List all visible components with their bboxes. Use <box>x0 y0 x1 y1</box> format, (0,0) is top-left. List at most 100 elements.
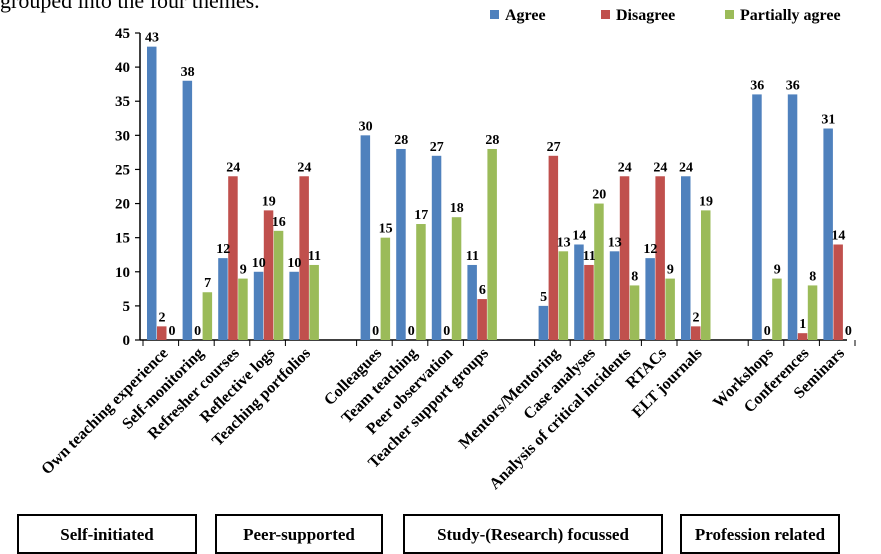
data-label: 5 <box>540 290 547 305</box>
data-label: 28 <box>394 133 408 148</box>
legend-label: Agree <box>505 7 546 24</box>
data-label: 24 <box>679 160 693 175</box>
group-box-peer-supported: Peer-supported <box>215 514 383 554</box>
data-label: 10 <box>287 256 301 271</box>
data-label: 10 <box>252 256 266 271</box>
bar-agree <box>538 305 549 340</box>
y-tick-label: 40 <box>115 60 130 76</box>
y-tick-label: 25 <box>115 162 130 178</box>
data-label: 14 <box>572 228 586 243</box>
data-label: 0 <box>764 324 771 339</box>
data-label: 31 <box>821 113 835 128</box>
data-label: 18 <box>450 201 464 216</box>
bar-disagree <box>263 210 274 340</box>
data-label: 11 <box>466 249 479 264</box>
bar-agree <box>823 128 833 340</box>
y-tick-label: 30 <box>115 128 130 144</box>
bar-disagree <box>299 176 309 340</box>
data-label: 9 <box>667 263 674 278</box>
data-label: 9 <box>774 263 781 278</box>
y-tick-label: 15 <box>115 231 130 247</box>
data-label: 24 <box>618 160 632 175</box>
y-tick-label: 20 <box>115 197 130 213</box>
bar-agree <box>467 264 477 340</box>
data-label: 24 <box>653 160 667 175</box>
data-label: 0 <box>845 324 852 339</box>
bar-partially-agree <box>273 230 284 340</box>
data-label: 7 <box>204 276 211 291</box>
bar-partially-agree <box>451 217 462 340</box>
data-label: 2 <box>159 310 166 325</box>
bar-partially-agree <box>558 251 569 340</box>
data-label: 19 <box>699 194 713 209</box>
data-label: 43 <box>145 31 159 46</box>
bar-agree <box>609 251 620 340</box>
bar-disagree <box>833 244 843 340</box>
bar-disagree <box>584 264 594 340</box>
bar-agree <box>289 271 299 340</box>
data-label: 0 <box>408 324 415 339</box>
data-label: 27 <box>430 140 444 155</box>
bar-agree <box>752 94 762 341</box>
bar-agree <box>681 176 691 340</box>
data-label: 36 <box>750 78 764 93</box>
group-box-study-research-focussed: Study-(Research) focussed <box>403 514 663 554</box>
data-label: 24 <box>226 160 240 175</box>
bar-disagree <box>548 155 559 340</box>
data-label: 8 <box>631 269 638 284</box>
data-label: 14 <box>831 228 845 243</box>
bar-disagree <box>228 176 238 340</box>
y-tick-label: 5 <box>123 299 131 315</box>
data-label: 12 <box>216 242 230 257</box>
category-label: Analysis of critical incidents <box>486 345 634 493</box>
bar-partially-agree <box>238 278 248 340</box>
bar-disagree <box>619 176 630 340</box>
legend-label: Partially agree <box>740 7 841 24</box>
legend-swatch <box>490 10 499 19</box>
bar-agree <box>787 94 798 341</box>
data-label: 27 <box>547 140 561 155</box>
bar-agree <box>360 135 371 340</box>
category-labels: Own teaching experienceSelf-monitoringRe… <box>38 345 848 493</box>
bar-partially-agree <box>665 278 675 340</box>
data-label: 16 <box>272 215 286 230</box>
y-tick-label: 0 <box>123 333 131 349</box>
group-box-self-initiated: Self-initiated <box>17 514 197 554</box>
legend: Agree Disagree Partially agree <box>490 7 841 24</box>
bar-agree <box>396 148 406 340</box>
bar-disagree <box>797 333 808 340</box>
data-label: 11 <box>583 249 596 264</box>
bar-partially-agree <box>629 285 640 340</box>
data-label: 12 <box>643 242 657 257</box>
data-label: 19 <box>262 194 276 209</box>
bar-disagree <box>477 299 487 340</box>
bar-agree <box>645 258 655 340</box>
data-label: 13 <box>557 235 571 250</box>
bar-partially-agree <box>202 292 213 340</box>
y-tick-label: 45 <box>115 26 130 42</box>
bar-partially-agree <box>594 203 604 340</box>
bar-partially-agree <box>807 285 818 340</box>
bar-partially-agree <box>487 148 497 340</box>
bar-agree <box>147 46 157 341</box>
data-label: 17 <box>414 208 428 223</box>
data-label: 30 <box>359 119 373 134</box>
bar-disagree <box>655 176 665 340</box>
data-label: 20 <box>592 188 606 203</box>
legend-label: Disagree <box>616 7 675 24</box>
group-box-profession-related: Profession related <box>680 514 840 554</box>
bar-agree <box>431 155 442 340</box>
bar-disagree <box>157 326 167 340</box>
data-label: 13 <box>608 235 622 250</box>
data-label: 11 <box>308 249 321 264</box>
data-label: 24 <box>297 160 311 175</box>
bar-partially-agree <box>701 210 711 340</box>
bar-partially-agree <box>380 237 391 340</box>
data-label: 28 <box>485 133 499 148</box>
bar-agree <box>253 271 264 340</box>
y-tick-label: 35 <box>115 94 130 110</box>
bar-disagree <box>691 326 701 340</box>
bar-partially-agree <box>309 264 319 340</box>
